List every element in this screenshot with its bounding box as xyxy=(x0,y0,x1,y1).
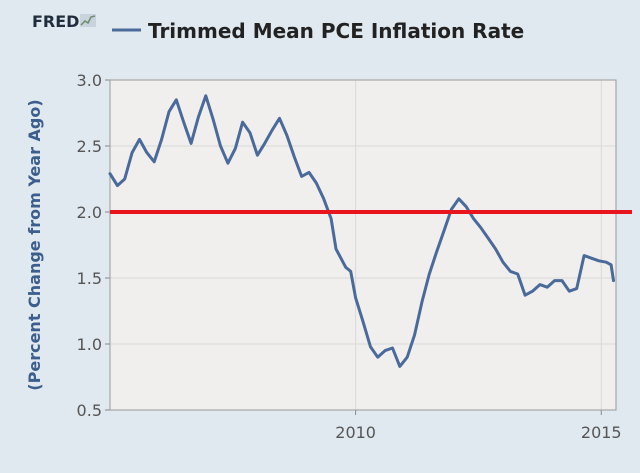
series-layer xyxy=(108,94,615,368)
x-tick-label: 2015 xyxy=(581,423,622,442)
y-tick-label: 3.0 xyxy=(77,71,102,90)
x-tick-label: 2010 xyxy=(335,423,376,442)
y-axis-ticks: 0.5 1.0 1.5 2.0 2.5 3.0 xyxy=(77,71,110,420)
y-tick-label: 2.5 xyxy=(77,137,102,156)
y-tick-label: 2.0 xyxy=(77,203,102,222)
y-tick-label: 1.5 xyxy=(77,269,102,288)
x-axis-ticks: 2010 2015 xyxy=(335,410,622,442)
fred-logo: FRED xyxy=(32,12,96,31)
y-axis-title: (Percent Change from Year Ago) xyxy=(25,99,44,390)
y-tick-label: 1.0 xyxy=(77,335,102,354)
fred-logo-text: FRED xyxy=(32,12,79,31)
series-line xyxy=(108,94,615,368)
plot-border xyxy=(109,79,617,411)
fred-logo-graph-icon xyxy=(80,14,96,27)
y-tick-label: 0.5 xyxy=(77,401,102,420)
chart-title: Trimmed Mean PCE Inflation Rate xyxy=(148,19,524,43)
